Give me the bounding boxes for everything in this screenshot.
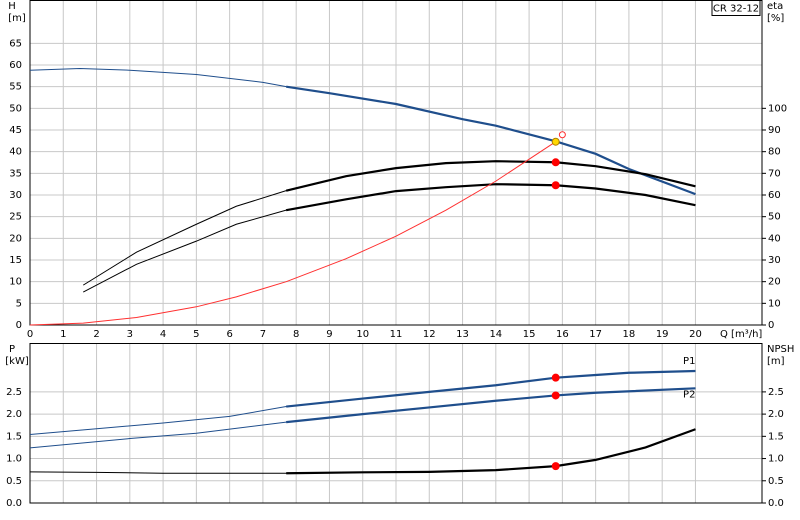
curve-emphasis xyxy=(286,387,696,424)
y-tick-label: 1.0 xyxy=(6,454,22,465)
curve-emphasis xyxy=(286,85,696,196)
x-tick-label: 19 xyxy=(656,329,669,340)
curve-emphasis xyxy=(286,369,696,408)
curve-emphasis xyxy=(285,160,696,192)
duty-point xyxy=(558,131,566,139)
duty-point xyxy=(551,462,560,471)
x-tick-label: 13 xyxy=(456,329,469,340)
y2-tick-label: 20 xyxy=(768,277,781,288)
y-tick-label: 2.0 xyxy=(6,409,22,420)
y-tick-label: 30 xyxy=(9,190,22,201)
y-tick-label: 40 xyxy=(9,147,22,158)
y2-tick-label: 1.0 xyxy=(768,454,784,465)
y2-tick-label: 0 xyxy=(768,320,774,331)
duty-point xyxy=(551,181,560,190)
y-tick-label: 60 xyxy=(9,60,22,71)
y-tick-label: 1.5 xyxy=(6,431,22,442)
x-tick-label: 12 xyxy=(423,329,436,340)
y-tick-label: 65 xyxy=(9,38,22,49)
y2-tick-label: 10 xyxy=(768,298,781,309)
plot-frame xyxy=(29,0,763,326)
duty-point xyxy=(551,158,560,167)
series-label: P2 xyxy=(683,389,695,400)
y-tick-label: 2.5 xyxy=(6,387,22,398)
y-axis-unit: [kW] xyxy=(5,356,29,367)
y2-tick-label: 0.5 xyxy=(768,476,784,487)
x-tick-label: 2 xyxy=(93,329,99,340)
duty-point xyxy=(551,137,560,146)
y-tick-label: 55 xyxy=(9,82,22,93)
duty-point xyxy=(551,373,560,382)
y-tick-label: 45 xyxy=(9,125,22,136)
y-axis-unit: [m] xyxy=(8,13,26,24)
x-tick-label: 8 xyxy=(293,329,299,340)
y2-tick-label: 50 xyxy=(768,212,781,223)
y-tick-label: 20 xyxy=(9,233,22,244)
x-tick-label: 9 xyxy=(326,329,332,340)
y2-tick-label: 60 xyxy=(768,190,781,201)
y-axis-label: P xyxy=(9,344,15,355)
y2-tick-label: 90 xyxy=(768,125,781,136)
y-tick-label: 15 xyxy=(9,255,22,266)
x-tick-label: 5 xyxy=(193,329,199,340)
plot-frame xyxy=(29,343,763,504)
x-tick-label: 18 xyxy=(623,329,636,340)
x-tick-label: 15 xyxy=(523,329,536,340)
series-label: P1 xyxy=(683,356,695,367)
y-tick-label: 35 xyxy=(9,168,22,179)
y2-axis-label: eta xyxy=(767,1,783,12)
y-tick-label: 0.0 xyxy=(6,498,22,509)
y-tick-label: 0 xyxy=(16,320,22,331)
title-box xyxy=(711,0,761,16)
y-tick-label: 0.5 xyxy=(6,476,22,487)
curve-emphasis xyxy=(286,428,696,475)
curve xyxy=(82,160,696,286)
y2-tick-label: 70 xyxy=(768,168,781,179)
y2-tick-label: 2.5 xyxy=(768,387,784,398)
x-tick-label: 3 xyxy=(127,329,133,340)
x-tick-label: 11 xyxy=(390,329,403,340)
x-tick-label: 17 xyxy=(589,329,602,340)
y-tick-label: 10 xyxy=(9,277,22,288)
y2-tick-label: 30 xyxy=(768,255,781,266)
y2-axis-label: NPSH xyxy=(767,344,794,355)
y-tick-label: 5 xyxy=(16,298,22,309)
x-tick-label: 10 xyxy=(356,329,369,340)
x-tick-label: 16 xyxy=(556,329,569,340)
y-tick-label: 50 xyxy=(9,103,22,114)
chart-title: CR 32-12 xyxy=(713,4,759,15)
x-tick-label: 6 xyxy=(226,329,232,340)
curve xyxy=(29,141,556,326)
y2-tick-label: 0.0 xyxy=(768,498,784,509)
curve-emphasis xyxy=(286,183,696,212)
duty-point xyxy=(551,391,560,400)
x-tick-label: 14 xyxy=(489,329,502,340)
y2-axis-unit: [%] xyxy=(767,13,784,24)
x-tick-label: 4 xyxy=(160,329,166,340)
y2-tick-label: 1.5 xyxy=(768,431,784,442)
y2-tick-label: 40 xyxy=(768,233,781,244)
y2-tick-label: 2.0 xyxy=(768,409,784,420)
x-tick-label: 7 xyxy=(260,329,266,340)
y2-tick-label: 100 xyxy=(768,103,787,114)
x-axis-label: Q [m³/h] xyxy=(720,329,762,340)
y2-tick-label: 80 xyxy=(768,147,781,158)
x-tick-label: 1 xyxy=(60,329,66,340)
y-tick-label: 25 xyxy=(9,212,22,223)
x-tick-label: 0 xyxy=(27,329,33,340)
y2-axis-unit: [m] xyxy=(767,356,785,367)
x-tick-label: 20 xyxy=(689,329,702,340)
y-axis-label: H xyxy=(8,1,16,12)
